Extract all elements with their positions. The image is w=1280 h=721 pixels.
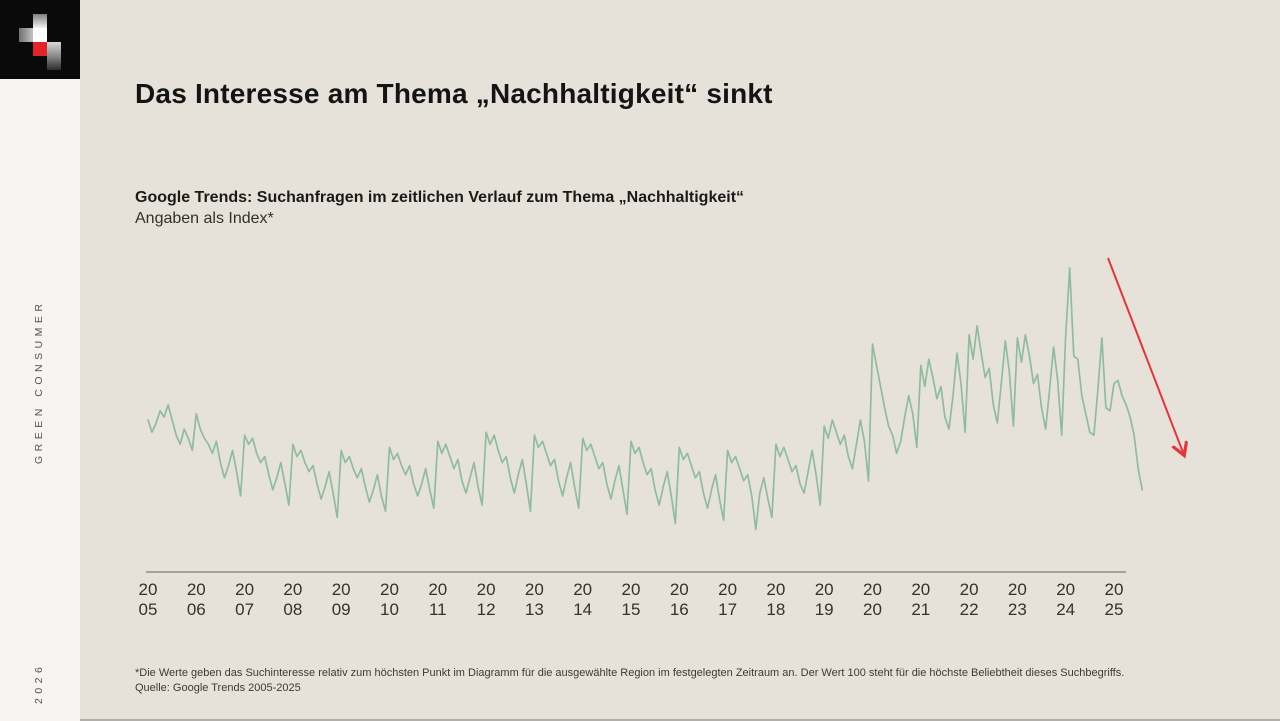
x-tick-2023: 20 23 bbox=[1007, 580, 1027, 619]
x-tick-2008: 20 08 bbox=[283, 580, 303, 619]
trend-line bbox=[147, 267, 1144, 531]
company-logo bbox=[0, 0, 80, 79]
x-tick-2011: 20 11 bbox=[428, 580, 448, 619]
logo-pixel-top bbox=[33, 14, 47, 28]
x-tick-2005: 20 05 bbox=[138, 580, 158, 619]
x-tick-2018: 20 18 bbox=[766, 580, 786, 619]
footnote-block: *Die Werte geben das Suchinteresse relat… bbox=[135, 666, 1265, 695]
x-tick-2012: 20 12 bbox=[476, 580, 496, 619]
logo-pixel-right bbox=[47, 42, 61, 56]
left-sidebar: GREEN CONSUMER 2026 bbox=[0, 0, 80, 721]
x-tick-2007: 20 07 bbox=[235, 580, 255, 619]
source-text: Quelle: Google Trends 2005-2025 bbox=[135, 681, 301, 694]
logo-pixel-bottom bbox=[47, 56, 61, 70]
chart-subtitle-block: Google Trends: Suchanfragen im zeitliche… bbox=[135, 187, 744, 229]
x-tick-2020: 20 20 bbox=[863, 580, 882, 619]
x-tick-2010: 20 10 bbox=[380, 580, 399, 619]
x-tick-2009: 20 09 bbox=[331, 580, 351, 619]
x-tick-2025: 20 25 bbox=[1104, 580, 1124, 619]
sidebar-year-label: 2026 bbox=[33, 662, 45, 704]
bottom-edge-line bbox=[80, 719, 1280, 721]
footnote-text: *Die Werte geben das Suchinteresse relat… bbox=[135, 667, 1125, 679]
x-tick-2017: 20 17 bbox=[718, 580, 738, 619]
x-tick-2013: 20 13 bbox=[524, 580, 544, 619]
x-tick-2021: 20 21 bbox=[911, 580, 931, 619]
x-tick-2014: 20 14 bbox=[573, 580, 593, 619]
logo-pixel-left bbox=[19, 28, 33, 42]
page-title: Das Interesse am Thema „Nachhaltigkeit“ … bbox=[135, 78, 773, 109]
x-tick-2019: 20 19 bbox=[814, 580, 834, 619]
downtrend-arrow-icon bbox=[1107, 257, 1184, 455]
x-tick-2006: 20 06 bbox=[186, 580, 206, 619]
logo-pixel-red bbox=[33, 42, 47, 56]
chart-subtitle-note: Angaben als Index* bbox=[135, 210, 274, 227]
sidebar-series-label: GREEN CONSUMER bbox=[33, 299, 45, 464]
logo-pixel-white bbox=[33, 28, 47, 42]
x-tick-2022: 20 22 bbox=[959, 580, 979, 619]
x-tick-2016: 20 16 bbox=[669, 580, 689, 619]
x-tick-2024: 20 24 bbox=[1056, 580, 1076, 619]
chart-subtitle: Google Trends: Suchanfragen im zeitliche… bbox=[135, 189, 745, 206]
x-tick-2015: 20 15 bbox=[621, 580, 641, 619]
